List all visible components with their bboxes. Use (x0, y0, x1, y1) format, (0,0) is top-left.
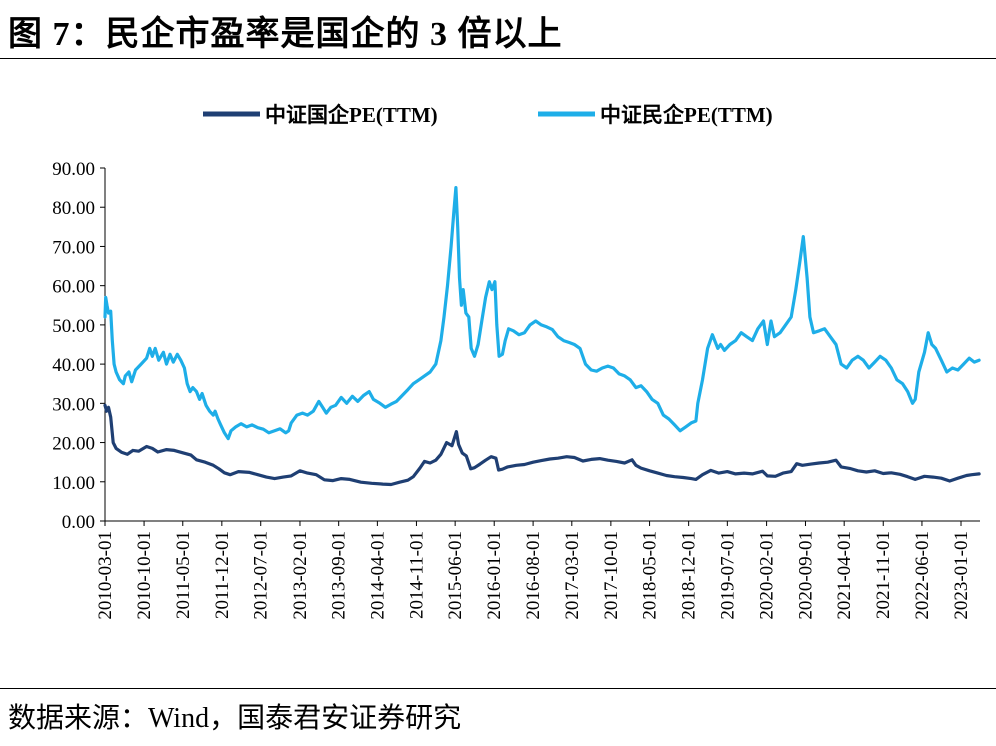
series-line-private (103, 186, 981, 441)
x-axis: 2010-03-01 2010-10-01 2011-05-01 2011-12-01… (95, 520, 980, 620)
legend-label-private: 中证民企PE(TTM) (600, 103, 773, 127)
x-tick-label: 2013-09-01 (329, 531, 350, 620)
bottom-rule (0, 688, 996, 689)
y-tick-label: 40.00 (52, 355, 95, 376)
x-tick-label: 2017-10-01 (601, 531, 622, 620)
x-tick-label: 2018-05-01 (640, 531, 661, 620)
y-tick-label: 0.00 (62, 512, 95, 533)
y-tick-label: 30.00 (52, 394, 95, 415)
y-axis: 0.00 10.00 20.00 30.00 40.00 50.00 60.00 70.00 8… (52, 159, 106, 533)
y-tick-label: 50.00 (52, 316, 95, 337)
x-tick-label: 2019-07-01 (717, 531, 738, 620)
series-group (103, 186, 981, 487)
x-tick-label: 2023-01-01 (951, 531, 972, 620)
top-rule (0, 58, 996, 59)
y-tick-label: 90.00 (52, 159, 95, 180)
legend: 中证国企PE(TTM) 中证民企PE(TTM) (203, 103, 773, 127)
source-note: 数据来源：Wind，国泰君安证券研究 (8, 703, 462, 734)
x-tick-label: 2017-03-01 (562, 531, 583, 620)
x-tick-label: 2011-05-01 (173, 531, 194, 619)
legend-label-soe: 中证国企PE(TTM) (265, 103, 438, 127)
x-tick-label: 2022-06-01 (912, 531, 933, 620)
y-tick-label: 70.00 (52, 237, 95, 258)
x-tick-label: 2016-08-01 (523, 531, 544, 620)
y-tick-label: 10.00 (52, 473, 95, 494)
x-tick-label: 2015-06-01 (445, 531, 466, 620)
x-tick-label: 2018-12-01 (679, 531, 700, 620)
x-tick-label: 2010-03-01 (95, 531, 116, 620)
chart-title: 图 7：民企市盈率是国企的 3 倍以上 (8, 16, 563, 53)
x-tick-label: 2020-09-01 (795, 531, 816, 620)
x-tick-label: 2021-04-01 (834, 531, 855, 620)
series-line-soe (103, 403, 981, 487)
y-tick-label: 60.00 (52, 277, 95, 298)
y-tick-label: 80.00 (52, 198, 95, 219)
x-tick-label: 2014-04-01 (367, 531, 388, 620)
x-tick-label: 2020-02-01 (757, 531, 778, 620)
x-tick-label: 2014-11-01 (406, 531, 427, 619)
x-tick-label: 2013-02-01 (290, 531, 311, 620)
line-chart: 中证国企PE(TTM) 中证民企PE(TTM) 0.00 10.00 20.00 30… (52, 103, 981, 620)
y-tick-label: 20.00 (52, 434, 95, 455)
x-tick-label: 2011-12-01 (212, 531, 233, 619)
x-tick-label: 2010-10-01 (134, 531, 155, 620)
x-tick-label: 2021-11-01 (873, 531, 894, 619)
x-tick-label: 2012-07-01 (251, 531, 272, 620)
x-tick-label: 2016-01-01 (484, 531, 505, 620)
